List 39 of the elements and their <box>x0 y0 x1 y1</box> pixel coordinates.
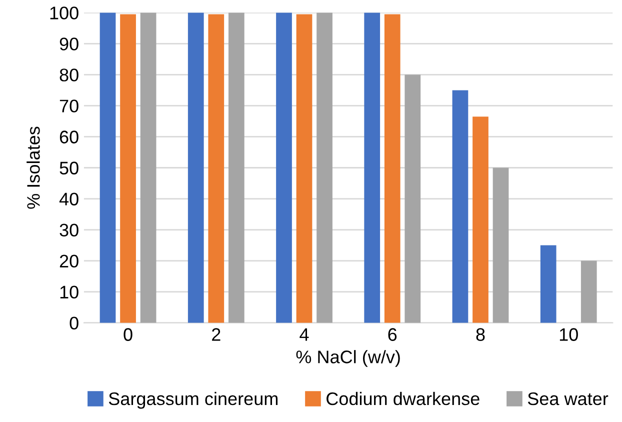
bar <box>276 12 292 323</box>
bar <box>452 90 468 323</box>
bar <box>580 260 597 323</box>
y-tick-label: 100 <box>50 6 78 20</box>
y-tick-label: 60 <box>60 130 78 144</box>
bar <box>492 168 509 323</box>
bar <box>540 245 556 323</box>
y-tick-label: 0 <box>70 316 78 330</box>
bar <box>404 74 421 323</box>
x-tick-label: 4 <box>300 328 309 341</box>
x-axis-title: % NaCl (w/v) <box>296 350 400 367</box>
x-tick-label: 10 <box>560 328 578 341</box>
x-tick-label: 6 <box>388 328 397 341</box>
legend-label: Sargassum cinereum <box>108 392 278 409</box>
y-tick-label: 40 <box>59 192 78 206</box>
y-tick-label: 70 <box>60 100 78 112</box>
y-tick-label: 90 <box>60 38 78 50</box>
bar <box>364 12 380 323</box>
x-tick-label: 2 <box>212 328 220 341</box>
y-axis-title: % Isolates <box>26 126 40 209</box>
bar <box>228 12 244 323</box>
y-tick-label: 20 <box>60 254 78 268</box>
x-tick-label: 0 <box>124 328 132 341</box>
bar <box>316 12 332 323</box>
bar <box>100 12 116 323</box>
bar <box>296 14 312 323</box>
bar <box>140 12 156 323</box>
bar <box>208 14 224 323</box>
y-tick-label: 30 <box>60 224 78 236</box>
y-tick-label: 10 <box>60 286 78 299</box>
bar <box>384 14 400 323</box>
legend-label: Codium dwarkense <box>326 392 480 406</box>
y-tick-label: 80 <box>60 68 78 82</box>
bar <box>120 14 136 323</box>
legend-label: Sea water <box>528 392 608 406</box>
bar <box>472 116 488 323</box>
bar <box>188 12 204 323</box>
y-tick-label: 50 <box>60 162 78 174</box>
x-tick-label: 8 <box>476 328 485 341</box>
